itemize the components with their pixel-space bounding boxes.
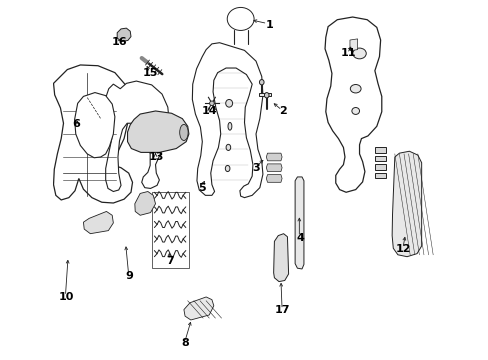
Text: 12: 12 — [395, 244, 410, 254]
Text: 11: 11 — [340, 49, 355, 58]
Polygon shape — [183, 297, 213, 320]
Text: 5: 5 — [198, 183, 206, 193]
Polygon shape — [266, 175, 282, 182]
Polygon shape — [127, 111, 188, 152]
Polygon shape — [391, 151, 421, 257]
FancyBboxPatch shape — [374, 147, 385, 153]
Polygon shape — [117, 28, 131, 41]
Ellipse shape — [351, 108, 359, 114]
Text: 8: 8 — [181, 338, 188, 348]
Text: 2: 2 — [278, 106, 286, 116]
Ellipse shape — [179, 125, 188, 140]
Polygon shape — [135, 192, 155, 215]
Polygon shape — [259, 93, 270, 96]
Ellipse shape — [352, 48, 366, 59]
Ellipse shape — [225, 144, 230, 150]
Ellipse shape — [225, 166, 229, 172]
Ellipse shape — [349, 85, 360, 93]
Polygon shape — [325, 17, 381, 192]
Ellipse shape — [225, 99, 232, 107]
Polygon shape — [192, 43, 263, 198]
Polygon shape — [53, 65, 132, 203]
Text: 16: 16 — [112, 37, 127, 47]
Polygon shape — [273, 234, 288, 282]
Text: 9: 9 — [125, 271, 133, 281]
Ellipse shape — [227, 122, 231, 130]
FancyBboxPatch shape — [374, 164, 385, 170]
Ellipse shape — [209, 101, 214, 105]
Ellipse shape — [227, 8, 254, 31]
Text: 15: 15 — [142, 68, 158, 78]
FancyBboxPatch shape — [374, 156, 385, 161]
Polygon shape — [83, 211, 113, 234]
Text: 10: 10 — [59, 292, 74, 302]
Ellipse shape — [259, 80, 264, 85]
Text: 14: 14 — [202, 106, 217, 116]
Polygon shape — [75, 93, 115, 158]
Text: 6: 6 — [72, 120, 80, 129]
Text: 3: 3 — [252, 163, 259, 174]
Polygon shape — [349, 39, 357, 51]
Polygon shape — [266, 153, 282, 161]
Text: 4: 4 — [296, 233, 304, 243]
Polygon shape — [266, 164, 282, 172]
Text: 13: 13 — [148, 152, 163, 162]
FancyBboxPatch shape — [374, 173, 385, 178]
Polygon shape — [295, 177, 304, 269]
Text: 7: 7 — [165, 256, 173, 266]
Ellipse shape — [264, 93, 268, 98]
Polygon shape — [105, 81, 169, 192]
Text: 17: 17 — [275, 305, 290, 315]
Ellipse shape — [135, 130, 141, 142]
Text: 1: 1 — [265, 20, 273, 30]
